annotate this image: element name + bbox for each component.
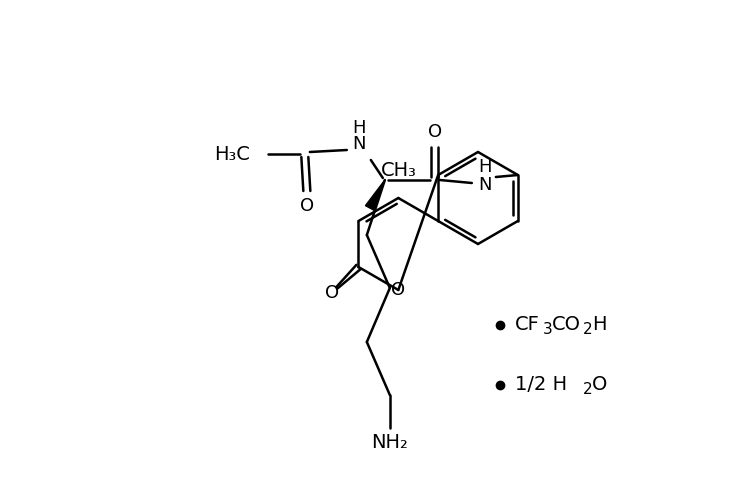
Text: N: N [478, 176, 491, 194]
Text: O: O [300, 197, 314, 215]
Text: 1/2 H: 1/2 H [515, 375, 567, 394]
Polygon shape [366, 180, 385, 210]
Text: 2: 2 [583, 383, 593, 398]
Text: H: H [592, 316, 607, 335]
Text: H: H [478, 158, 491, 176]
Text: O: O [428, 123, 442, 141]
Text: 2: 2 [583, 322, 593, 337]
Text: H₃C: H₃C [214, 145, 250, 163]
Text: 3: 3 [543, 322, 553, 337]
Text: N: N [352, 135, 366, 153]
Text: O: O [325, 283, 339, 302]
Text: O: O [592, 375, 607, 394]
Text: H: H [352, 119, 366, 137]
Text: O: O [391, 281, 405, 299]
Text: CH₃: CH₃ [380, 161, 416, 179]
Text: CO: CO [552, 316, 581, 335]
Text: NH₂: NH₂ [372, 433, 408, 453]
Text: CF: CF [515, 316, 540, 335]
